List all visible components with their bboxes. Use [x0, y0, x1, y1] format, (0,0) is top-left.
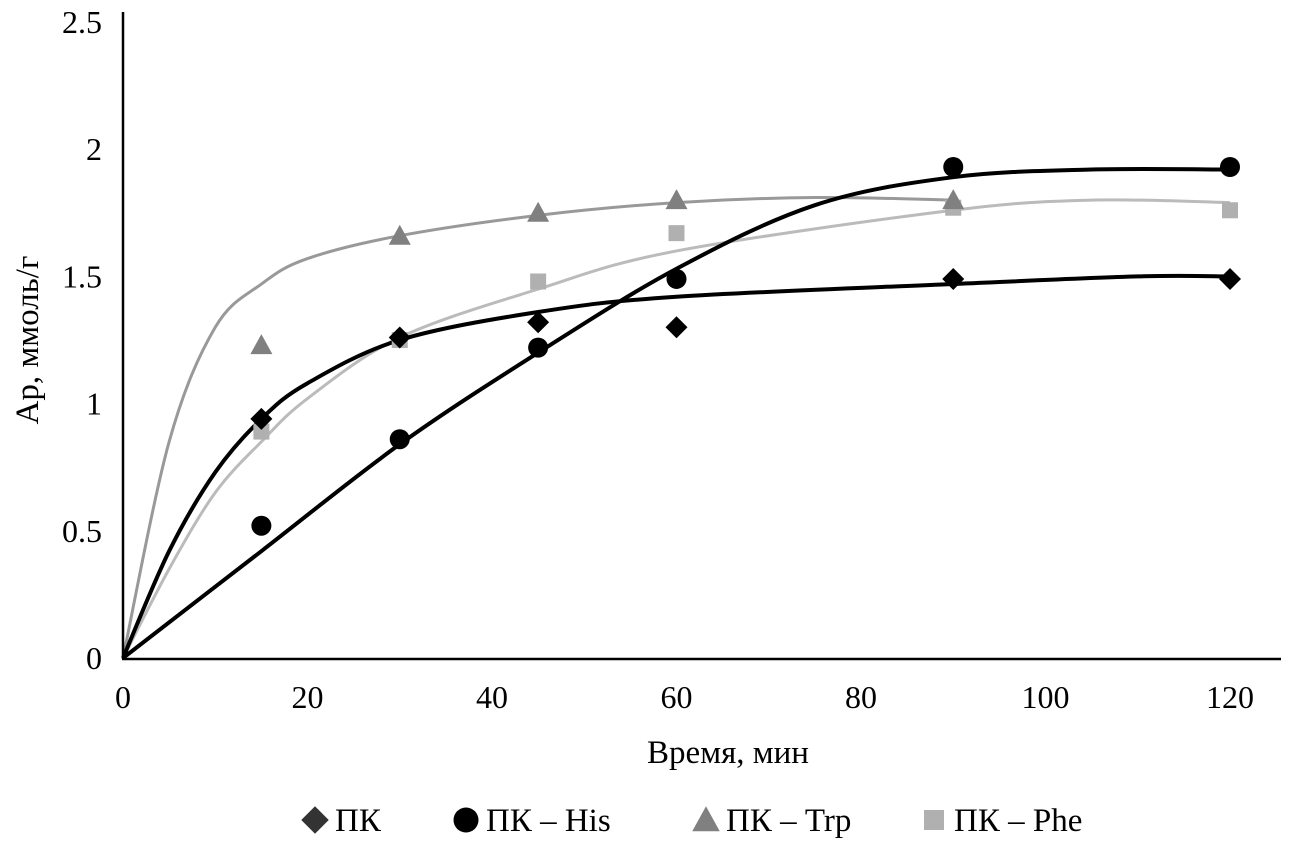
data-point-triangle: [250, 334, 273, 355]
data-point-square: [668, 225, 685, 242]
data-point-circle: [389, 429, 410, 450]
data-point-triangle: [665, 189, 688, 210]
x-tick-label: 60: [661, 679, 693, 715]
legend-marker-circle: [453, 807, 479, 833]
y-tick-label: 0: [86, 640, 102, 676]
legend-marker-diamond: [301, 806, 329, 834]
data-point-diamond: [1219, 267, 1241, 290]
x-tick-label: 80: [845, 679, 877, 715]
trendlines: [121, 166, 1231, 660]
x-tick-label: 20: [292, 679, 324, 715]
data-point-triangle: [527, 201, 550, 222]
trendline-0: [121, 273, 1231, 659]
x-tick-label: 40: [476, 679, 508, 715]
x-axis-label: Время, мин: [647, 735, 809, 771]
y-tick-label: 2.5: [62, 4, 102, 40]
data-point-diamond: [388, 326, 411, 349]
data-point-circle: [528, 337, 549, 358]
legend-label: ПК: [335, 803, 382, 839]
legend-label: ПК – Trp: [726, 803, 851, 839]
data-point-square: [1222, 202, 1238, 219]
data-point-triangle: [388, 224, 411, 245]
legend: ПК ПК – His ПК – Trp ПК – Phe: [301, 803, 1082, 839]
legend-marker-triangle: [692, 806, 720, 832]
legend-label: ПК – His: [486, 803, 611, 839]
y-tick-label: 1: [86, 386, 102, 422]
x-tick-label: 0: [115, 679, 131, 715]
data-point-circle: [1220, 157, 1240, 178]
data-points: [250, 157, 1241, 536]
legend-item: ПК – His: [453, 803, 611, 839]
y-tick-labels: 0 0.5 1 1.5 2 2.5: [62, 4, 102, 676]
data-point-diamond: [527, 311, 550, 334]
data-point-triangle: [942, 189, 965, 210]
data-point-circle: [251, 515, 272, 536]
trendline-1: [121, 166, 1231, 660]
data-point-diamond: [942, 267, 965, 290]
data-point-circle: [943, 157, 964, 178]
trendline-3: [121, 198, 1231, 659]
trendline-2: [121, 195, 954, 659]
y-axis-label: Ap, ммоль/г: [10, 256, 46, 425]
legend-label: ПК – Phe: [954, 803, 1082, 839]
y-tick-label: 1.5: [62, 258, 102, 294]
y-tick-label: 0.5: [62, 513, 102, 549]
legend-item: ПК – Phe: [924, 803, 1082, 839]
data-point-diamond: [665, 316, 688, 339]
x-tick-label: 100: [1022, 679, 1070, 715]
legend-marker-square: [924, 810, 944, 830]
data-point-square: [253, 423, 270, 440]
x-tick-labels: 0 20 40 60 80 100 120: [115, 679, 1254, 715]
x-tick-label: 120: [1206, 679, 1254, 715]
data-point-circle: [666, 268, 687, 289]
y-tick-label: 2: [86, 131, 102, 167]
legend-item: ПК – Trp: [692, 803, 851, 839]
legend-item: ПК: [301, 803, 382, 839]
data-point-diamond: [250, 407, 273, 430]
data-point-square: [530, 273, 547, 290]
